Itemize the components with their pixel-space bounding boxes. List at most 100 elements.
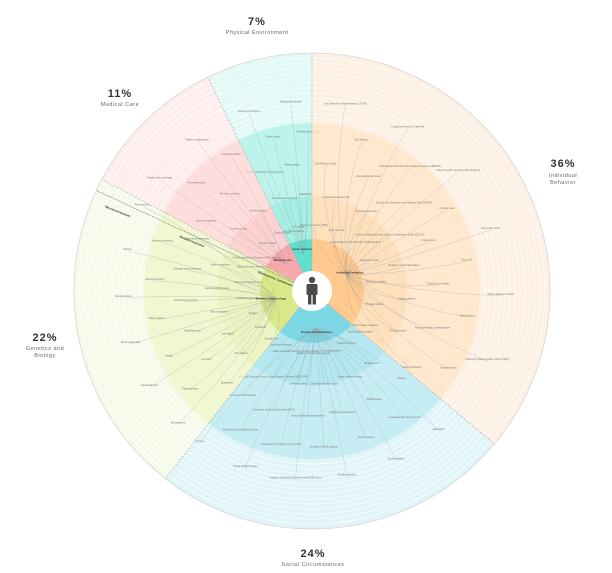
leaf-label: Weight [249,311,257,315]
leaf-label: Sensory function [145,277,165,281]
genetics-sub-divider [96,190,295,283]
leaf-label: Water quality [284,162,300,166]
leaf-label: Early childhood development [291,414,325,418]
leaf-label: Sun behaviors [389,329,406,333]
leader-line [216,289,275,300]
leader-line [333,231,347,276]
leaf-label: National Children's Survey (NCS) [245,170,284,174]
behavior-ring-stripe [311,62,541,438]
genetics-mid-ring [144,212,254,424]
leader-line [346,261,370,276]
leaf-label: Income [398,376,407,380]
leaf-label: Social isolation [387,456,405,460]
leaf-label: Education [433,427,445,431]
medical-ring-stripe [123,99,219,192]
leader-line [346,274,375,307]
genetics-ring-stripe [103,193,185,456]
medical-ring-stripe [154,130,235,208]
medical-title: Medical Care [100,102,140,108]
genetics-ring-stripe [108,195,188,452]
leader-line [290,103,304,254]
leaf-label: Drug use [462,258,473,262]
leader-line [281,328,317,446]
leaf-label: Insurance status [222,152,242,156]
social-ring-stripe [192,414,461,485]
leaf-label: Sleep patterns [398,296,415,300]
genetics-ring-stripe [128,204,200,436]
social-outer-ring [165,398,495,530]
leader-line [187,270,275,300]
physical-ring-stripe [222,87,313,109]
social-percent: 24% [300,548,326,560]
sector-physical: Chronic pollutant exposure (EPA) National… [207,53,321,274]
leaf-label: Life Orientation Test Revised (LOT-R) [324,101,367,105]
medical-ring-stripe [110,85,213,185]
leaf-label: Happiness level [360,258,379,262]
leaf-label: Safety behaviors [402,365,422,369]
genetics-ring-stripe [113,197,191,448]
physical-ring-stripe [225,92,313,114]
leader-line [220,265,275,299]
leader-line [196,183,286,264]
leaf-label: Language and literacy level [389,415,421,419]
leader-line [127,250,275,300]
behavior-outer-ring [312,53,550,444]
behavior-mid-ring [312,123,480,399]
leaf-label: Waist-hip ratio [184,329,201,333]
genetics-inner-label: Genetics and biology [256,297,287,301]
behavior-ring-stripe [311,57,546,441]
leaf-label: Lab values [221,331,234,335]
behavior-title: Individual Behavior [548,173,578,186]
leader-line [315,328,347,345]
leader-line [315,328,331,353]
leader-line [273,328,317,379]
leaf-label: Health literacy [250,208,267,212]
leaf-label: Self-Efficacy Scale [315,162,337,166]
social-inner-ring [253,324,385,387]
leaf-label: Access to care [230,227,248,231]
genetics-ring-stripe [123,202,197,440]
leaf-label: Anxiety level [440,206,455,210]
behavior-ring-stripe [311,92,511,419]
leaf-label: Self efficacy [354,138,369,142]
leader-line [315,328,343,414]
leader-line [344,141,362,275]
leaf-label: Physical activity [365,302,384,306]
physical-ring-stripe [218,77,313,100]
physical-ring-stripe [209,57,313,82]
leader-line [279,328,316,347]
leader-line [238,230,286,264]
outer-border [73,52,551,530]
genetics-ring-stripe [88,186,175,467]
leader-line [241,298,275,355]
sector-genetics: Genetic test Epigenetic Metabolome Microbio… [73,179,300,479]
leader-line [315,328,405,419]
leader-line [346,171,459,276]
behavior-ring-stripe [311,72,531,432]
leaf-label: American Community Survey (ACS) [253,408,295,412]
leader-line [346,274,433,330]
leaf-label: Neighborhood safety [296,130,321,134]
physical-ring-stripe [229,102,313,123]
leaf-label: Green space [266,134,281,138]
leaf-label: Genetic test [264,337,278,341]
leader-line [315,328,397,461]
leader-line [256,259,286,267]
genetics-inner-ring [217,246,280,366]
leaf-label: Family structure [337,341,356,345]
leader-line [346,274,439,286]
leaf-label: Vaccine registries [196,219,217,223]
leaf-label: Microbiome [235,351,249,355]
behavior-inner-label: Individual behavior [336,270,364,274]
genetics-ring-stripe [98,190,182,460]
leaf-label: Quality of social support [311,382,339,386]
leader-line [226,298,275,385]
social-ring-stripe [171,437,487,520]
social-title: Social Circumstances [281,562,345,568]
leader-line [282,234,289,264]
leaf-label: Health plan coverage [147,176,172,180]
leaf-label: Marital status [367,397,383,401]
physical-ring-stripe [231,107,313,127]
sector-social: Socioeconomic statusIncomeEducationEmplo… [165,303,495,530]
leaf-label: Employment [365,361,380,365]
